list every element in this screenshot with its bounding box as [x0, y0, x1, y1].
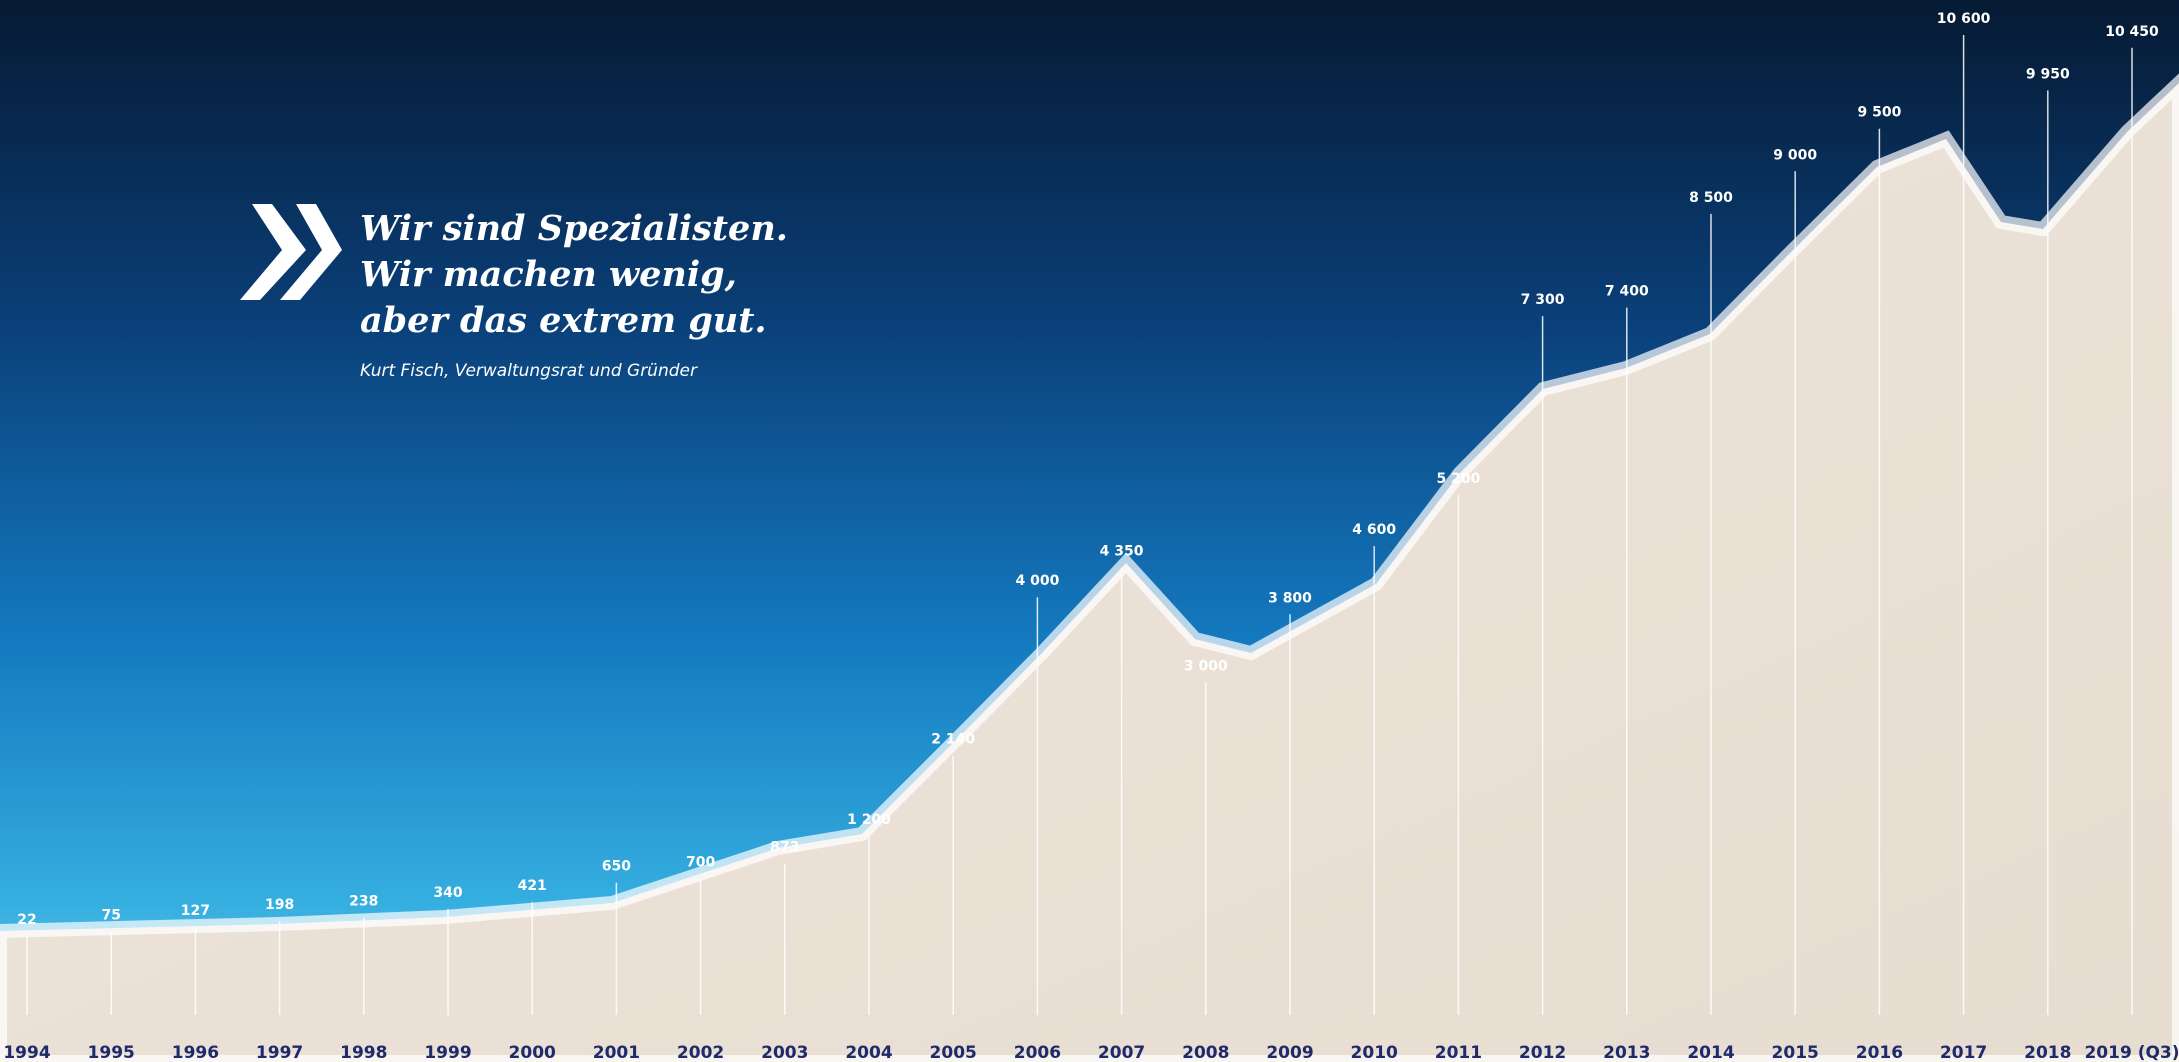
- x-tick-label: 2007: [1098, 1043, 1145, 1062]
- quote-line: Wir sind Spezialisten.: [360, 208, 788, 249]
- value-label: 5 200: [1436, 471, 1480, 487]
- x-tick-label: 1999: [424, 1043, 471, 1062]
- x-tick-label: 1995: [88, 1043, 135, 1062]
- x-tick-label: 2015: [1772, 1043, 1819, 1062]
- beach: [0, 73, 2179, 1062]
- value-label: 8 500: [1689, 190, 1733, 206]
- x-tick-label: 2003: [761, 1043, 808, 1062]
- value-label: 10 450: [2105, 24, 2159, 40]
- value-label: 700: [686, 854, 715, 870]
- value-label: 873: [770, 840, 799, 856]
- value-label: 7 300: [1521, 292, 1565, 308]
- x-tick-label: 2000: [509, 1043, 556, 1062]
- x-tick-label: 1994: [3, 1043, 50, 1062]
- x-tick-label: 2006: [1014, 1043, 1061, 1062]
- x-tick-label: 1997: [256, 1043, 303, 1062]
- value-label: 9 000: [1773, 147, 1817, 163]
- x-tick-label: 2002: [677, 1043, 724, 1062]
- x-tick-label: 2016: [1856, 1043, 1903, 1062]
- x-tick-label: 2005: [930, 1043, 977, 1062]
- value-label: 421: [518, 878, 547, 894]
- value-label: 198: [265, 897, 294, 913]
- x-tick-label: 2013: [1603, 1043, 1650, 1062]
- value-label: 9 500: [1857, 105, 1901, 121]
- x-tick-label: 2012: [1519, 1043, 1566, 1062]
- value-label: 127: [181, 903, 210, 919]
- value-label: 1 200: [847, 812, 891, 828]
- x-tick-label: 1998: [340, 1043, 387, 1062]
- x-tick-label: 2014: [1687, 1043, 1734, 1062]
- value-label: 3 000: [1184, 658, 1228, 674]
- value-label: 4 350: [1100, 543, 1144, 559]
- value-label: 9 950: [2026, 66, 2070, 82]
- quote-mark: [240, 204, 342, 300]
- x-tick-label: 2009: [1266, 1043, 1313, 1062]
- x-tick-label: 2008: [1182, 1043, 1229, 1062]
- value-label: 4 000: [1015, 573, 1059, 589]
- value-label: 340: [433, 885, 462, 901]
- x-tick-label: 1996: [172, 1043, 219, 1062]
- x-tick-label: 2011: [1435, 1043, 1482, 1062]
- value-label: 3 800: [1268, 590, 1312, 606]
- x-tick-label: 2010: [1351, 1043, 1398, 1062]
- x-tick-label: 2019 (Q3): [2084, 1043, 2179, 1062]
- value-label: 650: [602, 859, 631, 875]
- value-label: 22: [17, 912, 36, 928]
- value-label: 2 140: [931, 732, 975, 748]
- x-tick-label: 2017: [1940, 1043, 1987, 1062]
- value-label: 75: [101, 908, 120, 924]
- x-tick-label: 2018: [2024, 1043, 2071, 1062]
- value-label: 10 600: [1937, 11, 1991, 27]
- quote-author: Kurt Fisch, Verwaltungsrat und Gründer: [360, 361, 698, 381]
- quote-line: aber das extrem gut.: [360, 300, 767, 341]
- x-tick-label: 2004: [845, 1043, 892, 1062]
- quote-line: Wir machen wenig,: [360, 254, 737, 295]
- value-label: 238: [349, 894, 378, 910]
- value-label: 4 600: [1352, 522, 1396, 538]
- value-label: 7 400: [1605, 284, 1649, 300]
- x-tick-label: 2001: [593, 1043, 640, 1062]
